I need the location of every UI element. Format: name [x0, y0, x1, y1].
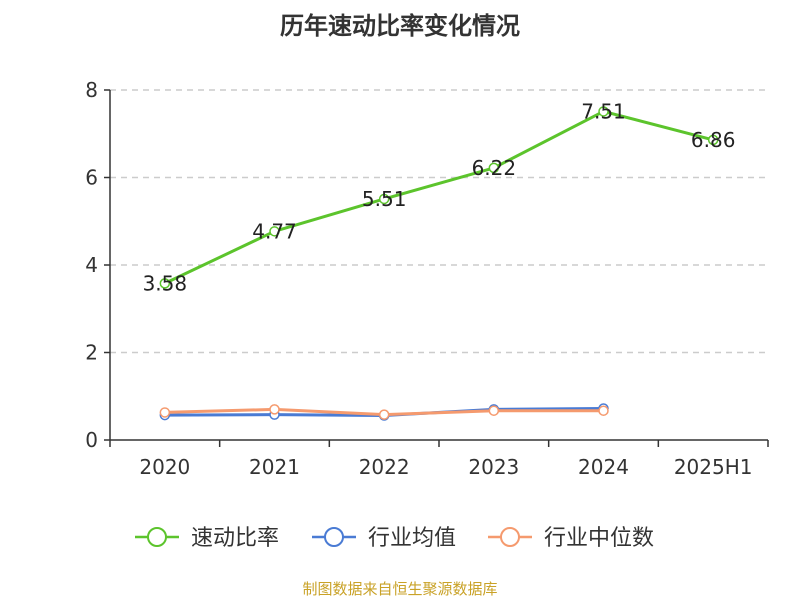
- data-point[interactable]: [488, 162, 500, 174]
- data-label: 4.77: [252, 219, 297, 243]
- axis-layer: 0 2 4 6 8 2020 2021 2022 2023 2024 2025H1: [85, 78, 769, 479]
- source-note: 制图数据来自恒生聚源数据库: [302, 580, 498, 598]
- legend-marker: [324, 527, 344, 547]
- y-tick-label: 0: [85, 428, 98, 452]
- legend-item-1[interactable]: 行业均值: [312, 526, 456, 551]
- data-point[interactable]: [598, 106, 609, 117]
- data-label: 3.58: [143, 271, 188, 295]
- series-line-0: [164, 109, 714, 285]
- legend-label: 行业均值: [368, 526, 456, 551]
- label-layer: 3.58 4.77 5.51 6.22 7.51 6.86: [143, 99, 736, 295]
- data-point[interactable]: [159, 278, 171, 289]
- x-tick-label: 2022: [359, 455, 410, 479]
- data-point[interactable]: [269, 404, 280, 415]
- data-point[interactable]: [378, 193, 390, 205]
- y-tick-label: 6: [85, 166, 98, 190]
- data-label: 5.51: [362, 187, 407, 211]
- legend-label: 行业中位数: [544, 526, 654, 551]
- data-label: 6.22: [472, 156, 517, 180]
- data-point[interactable]: [707, 134, 719, 146]
- x-tick-label: 2020: [139, 455, 190, 479]
- x-tick-label: 2023: [468, 455, 519, 479]
- data-label: 7.51: [581, 99, 626, 123]
- y-tick-label: 4: [85, 253, 98, 277]
- x-tick-label: 2025H1: [674, 455, 753, 479]
- data-point[interactable]: [488, 405, 500, 416]
- legend-marker: [500, 527, 520, 547]
- data-point[interactable]: [378, 409, 390, 420]
- legend-marker: [147, 527, 167, 547]
- legend-item-2[interactable]: 行业中位数: [488, 526, 654, 551]
- data-point[interactable]: [159, 407, 171, 418]
- data-label: 6.86: [691, 128, 736, 152]
- data-point[interactable]: [269, 226, 280, 237]
- legend-item-0[interactable]: 速动比率: [135, 526, 279, 551]
- data-point[interactable]: [598, 405, 609, 416]
- chart-title: 历年速动比率变化情况: [280, 12, 520, 40]
- legend[interactable]: 速动比率 行业均值 行业中位数: [135, 526, 654, 551]
- y-tick-label: 8: [85, 78, 98, 102]
- x-tick-label: 2024: [578, 455, 629, 479]
- x-tick-label: 2021: [249, 455, 300, 479]
- legend-label: 速动比率: [191, 526, 279, 551]
- series-layer: [159, 106, 719, 421]
- y-tick-label: 2: [85, 341, 98, 365]
